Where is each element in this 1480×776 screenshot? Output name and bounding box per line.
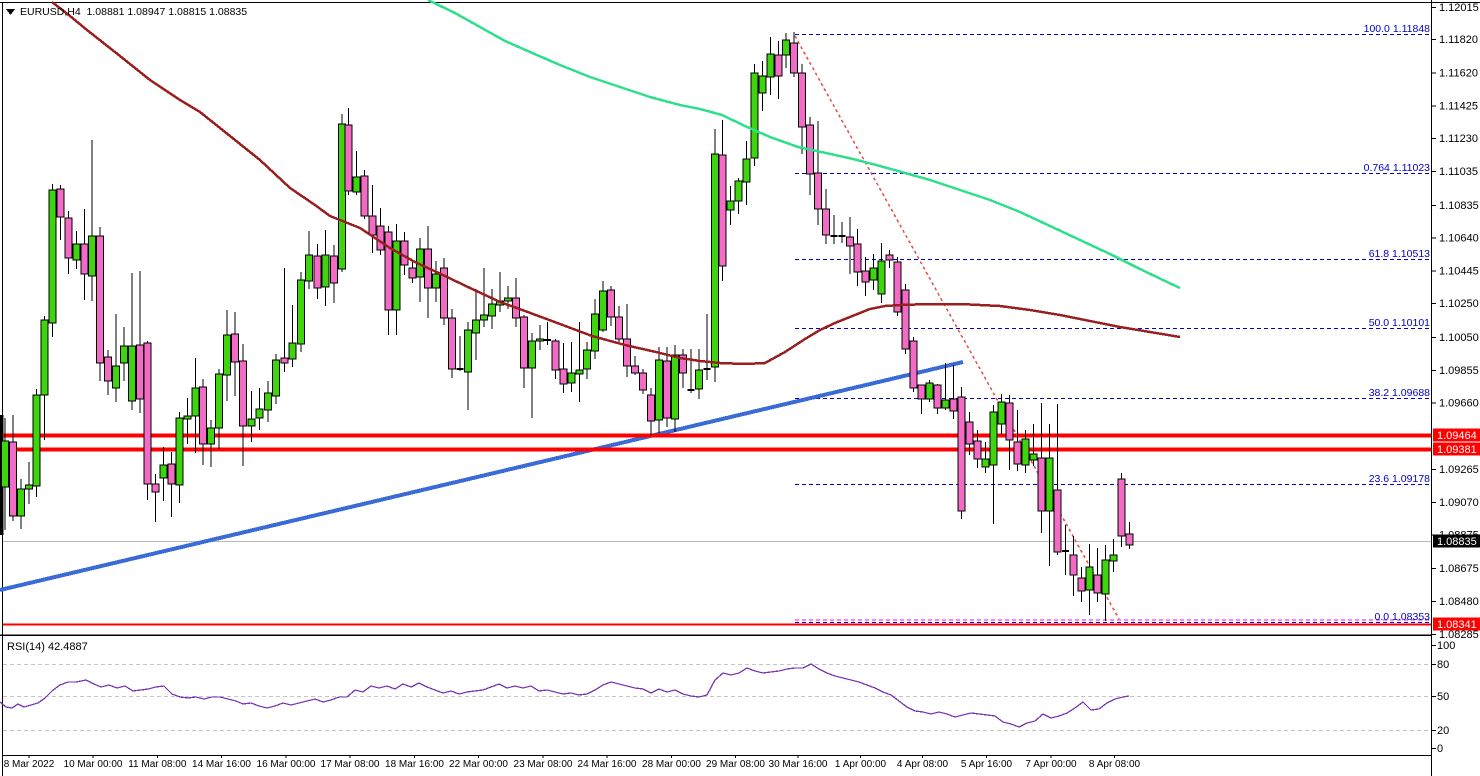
- svg-text:1.11820: 1.11820: [1439, 34, 1478, 46]
- svg-text:1.11035: 1.11035: [1439, 166, 1478, 178]
- svg-text:10 Mar 00:00: 10 Mar 00:00: [64, 759, 123, 770]
- svg-text:1.12015: 1.12015: [1439, 2, 1479, 14]
- svg-text:0.764 1.11023: 0.764 1.11023: [1364, 162, 1431, 174]
- svg-text:29 Mar 08:00: 29 Mar 08:00: [706, 759, 765, 770]
- svg-text:8 Apr 08:00: 8 Apr 08:00: [1089, 759, 1141, 770]
- svg-text:50: 50: [1437, 691, 1449, 703]
- svg-text:1.08480: 1.08480: [1439, 596, 1479, 608]
- svg-text:1.10250: 1.10250: [1439, 298, 1479, 310]
- svg-text:RSI(14) 42.4887: RSI(14) 42.4887: [7, 641, 88, 653]
- svg-text:1.08341: 1.08341: [1437, 619, 1477, 631]
- svg-text:50.0 1.10101: 50.0 1.10101: [1369, 317, 1430, 329]
- svg-text:8 Mar 2022: 8 Mar 2022: [4, 759, 55, 770]
- svg-text:7 Apr 00:00: 7 Apr 00:00: [1025, 759, 1077, 770]
- svg-text:100.0 1.11848: 100.0 1.11848: [1364, 23, 1431, 35]
- svg-text:14 Mar 16:00: 14 Mar 16:00: [192, 759, 251, 770]
- svg-text:11 Mar 08:00: 11 Mar 08:00: [128, 759, 187, 770]
- svg-text:1.09464: 1.09464: [1437, 430, 1477, 442]
- svg-text:1.10835: 1.10835: [1439, 200, 1479, 212]
- svg-text:61.8 1.10513: 61.8 1.10513: [1369, 248, 1430, 260]
- svg-text:17 Mar 08:00: 17 Mar 08:00: [321, 759, 380, 770]
- svg-text:1.08675: 1.08675: [1439, 563, 1479, 575]
- svg-text:20: 20: [1437, 725, 1449, 737]
- svg-text:1 Apr 00:00: 1 Apr 00:00: [835, 759, 887, 770]
- svg-text:1.09855: 1.09855: [1439, 365, 1479, 377]
- svg-text:1.08285: 1.08285: [1439, 629, 1479, 641]
- svg-text:5 Apr 16:00: 5 Apr 16:00: [961, 759, 1013, 770]
- svg-text:1.10050: 1.10050: [1439, 332, 1479, 344]
- svg-text:100: 100: [1437, 640, 1455, 652]
- svg-text:18 Mar 16:00: 18 Mar 16:00: [385, 759, 444, 770]
- svg-text:1.11425: 1.11425: [1439, 101, 1478, 113]
- svg-text:1.09381: 1.09381: [1437, 444, 1477, 456]
- svg-text:30 Mar 16:00: 30 Mar 16:00: [769, 759, 828, 770]
- svg-text:0: 0: [1437, 743, 1443, 755]
- svg-text:24 Mar 16:00: 24 Mar 16:00: [578, 759, 637, 770]
- svg-text:22 Mar 00:00: 22 Mar 00:00: [449, 759, 508, 770]
- svg-text:1.09660: 1.09660: [1439, 398, 1479, 410]
- svg-text:1.10640: 1.10640: [1439, 233, 1479, 245]
- svg-text:16 Mar 00:00: 16 Mar 00:00: [257, 759, 316, 770]
- svg-text:1.10445: 1.10445: [1439, 266, 1479, 278]
- svg-text:80: 80: [1437, 659, 1449, 671]
- svg-text:EURUSD,H4 1.08881 1.08947 1.0: EURUSD,H4 1.08881 1.08947 1.08815 1.0883…: [20, 6, 247, 18]
- svg-text:1.09070: 1.09070: [1439, 497, 1479, 509]
- svg-text:23 Mar 08:00: 23 Mar 08:00: [514, 759, 573, 770]
- svg-text:23.6 1.09178: 23.6 1.09178: [1369, 473, 1430, 485]
- svg-text:28 Mar 00:00: 28 Mar 00:00: [642, 759, 701, 770]
- svg-text:1.09265: 1.09265: [1439, 464, 1479, 476]
- svg-text:1.11620: 1.11620: [1439, 68, 1478, 80]
- svg-text:0.0 1.08353: 0.0 1.08353: [1375, 611, 1431, 623]
- svg-text:4 Apr 08:00: 4 Apr 08:00: [897, 759, 949, 770]
- svg-text:1.08835: 1.08835: [1437, 536, 1477, 548]
- svg-text:1.11230: 1.11230: [1439, 133, 1478, 145]
- svg-text:38.2 1.09688: 38.2 1.09688: [1369, 387, 1430, 399]
